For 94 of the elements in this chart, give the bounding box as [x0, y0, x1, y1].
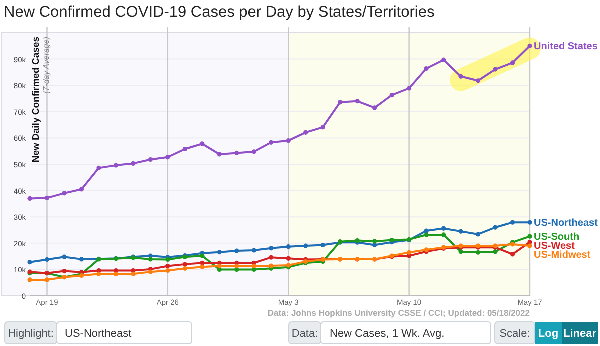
point — [252, 150, 256, 154]
point — [372, 106, 378, 110]
point — [510, 60, 516, 66]
point — [510, 252, 516, 257]
text: Data: — [292, 328, 318, 340]
annotation: (7-day Average) — [42, 36, 51, 94]
point — [320, 242, 326, 248]
point — [234, 264, 240, 269]
series-label: US-South — [534, 232, 580, 244]
point — [217, 264, 222, 269]
text: New Cases, 1 Wk. Avg. — [330, 328, 445, 340]
point — [510, 220, 516, 225]
point — [166, 257, 170, 262]
point — [28, 196, 32, 201]
point — [79, 257, 84, 262]
point — [114, 163, 119, 168]
point — [200, 254, 205, 258]
point — [269, 140, 274, 145]
point — [131, 161, 136, 166]
point — [182, 266, 188, 271]
text: Linear — [563, 328, 598, 340]
y-axis-title: New Daily Confirmed Cases — [31, 37, 42, 163]
point — [114, 272, 119, 276]
point — [166, 268, 170, 274]
point — [148, 257, 153, 262]
point — [182, 262, 188, 267]
point — [62, 191, 67, 196]
series-label: US-Northeast — [534, 218, 599, 230]
text: Log — [538, 328, 559, 340]
point — [424, 66, 429, 72]
point — [390, 238, 394, 243]
point — [493, 67, 498, 72]
point — [200, 260, 205, 266]
point — [476, 78, 481, 84]
text: Data: Johns Hopkins University CSSE / CCI; Updated: 05/18/2022 — [268, 308, 530, 318]
point — [528, 240, 532, 245]
series-label: US-Midwest — [534, 250, 592, 262]
chart-title: New Confirmed COVID-19 Cases per Day by States/Territories — [4, 4, 435, 21]
point — [182, 146, 188, 152]
point — [44, 196, 50, 200]
point — [148, 270, 153, 274]
point — [304, 244, 308, 248]
text: Scale: — [500, 328, 530, 340]
point — [458, 229, 464, 234]
point — [79, 187, 84, 192]
point — [269, 255, 274, 260]
point — [200, 264, 205, 270]
point — [528, 234, 532, 239]
point — [217, 250, 222, 255]
point — [441, 232, 446, 238]
point — [407, 86, 412, 91]
point — [528, 220, 532, 225]
point — [528, 44, 532, 48]
point — [338, 100, 343, 105]
point — [252, 264, 256, 269]
point — [148, 157, 153, 162]
point — [217, 152, 222, 157]
point — [44, 257, 50, 262]
point — [441, 226, 446, 231]
point — [286, 244, 291, 250]
point — [304, 130, 308, 135]
point — [234, 248, 240, 254]
point — [96, 272, 102, 276]
point — [96, 166, 102, 170]
point — [28, 278, 32, 282]
point — [458, 74, 464, 79]
point — [200, 142, 205, 146]
text: US-Northeast — [65, 328, 132, 340]
point — [424, 232, 429, 238]
point — [372, 239, 378, 244]
point — [424, 228, 429, 234]
point — [166, 264, 170, 269]
point — [44, 278, 50, 282]
point — [493, 225, 498, 230]
point — [269, 264, 274, 268]
point — [441, 58, 446, 62]
point — [234, 150, 240, 156]
point — [166, 155, 170, 160]
point — [320, 125, 326, 130]
point — [62, 254, 67, 260]
point — [355, 99, 360, 104]
point — [407, 250, 412, 255]
point — [269, 246, 274, 251]
point — [28, 260, 32, 265]
point — [252, 248, 256, 253]
text: Highlight: — [8, 328, 54, 340]
point — [476, 232, 481, 237]
point — [62, 268, 67, 274]
point — [476, 250, 481, 255]
point — [286, 256, 291, 261]
point — [390, 93, 394, 98]
point — [286, 138, 291, 144]
point — [131, 272, 136, 276]
point — [528, 244, 532, 248]
